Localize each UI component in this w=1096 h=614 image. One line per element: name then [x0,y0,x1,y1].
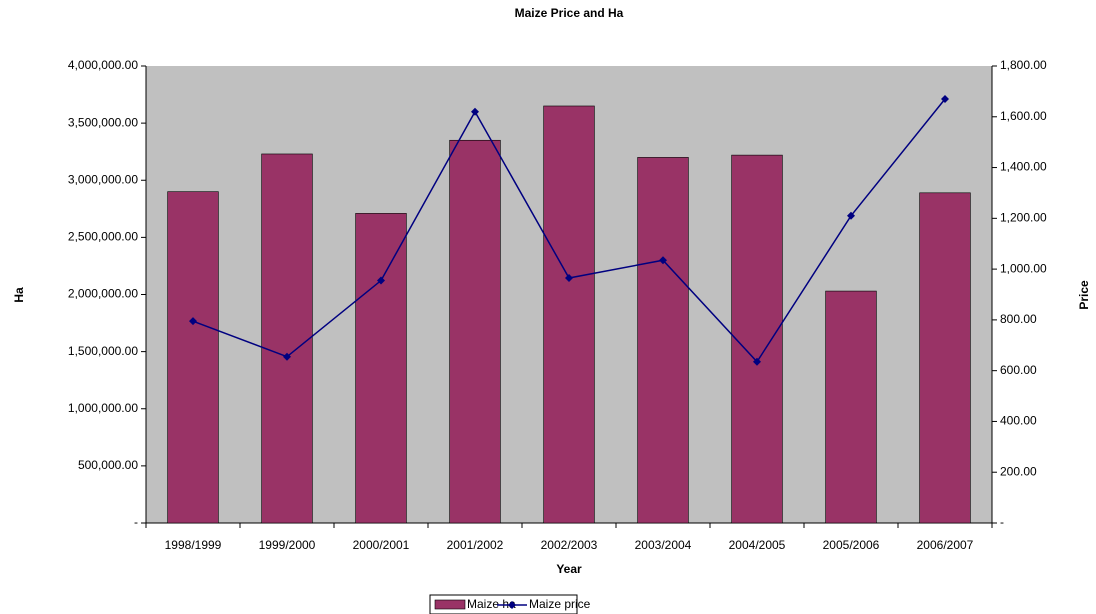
bar [637,157,689,524]
legend-marker [508,601,516,609]
legend-swatch [434,599,466,610]
bar [543,105,595,524]
bar [355,213,407,524]
marker [377,276,385,285]
y2-tick-label: 600.00 [1000,363,1037,377]
x-tick-label: 1999/2000 [259,538,316,552]
y-tick-label: 500,000.00 [78,458,138,472]
y-tick-label: 2,000,000.00 [68,287,138,301]
x-tick-label: 2003/2004 [635,538,692,552]
marker [189,317,197,326]
y2-tick-label: 800.00 [1000,312,1037,326]
y-tick-label: 4,000,000.00 [68,58,138,72]
y-tick-label: 3,000,000.00 [68,172,138,186]
x-tick-label: 2006/2007 [917,538,974,552]
y2-tick-label: 200.00 [1000,464,1037,478]
y-tick-label: 1,000,000.00 [68,401,138,415]
x-tick-label: 2000/2001 [353,538,410,552]
marker [471,107,479,116]
y2-tick-label: 400.00 [1000,414,1037,428]
x-tick-label: 2004/2005 [729,538,786,552]
x-tick-label: 2005/2006 [823,538,880,552]
y-tick-label: 1,500,000.00 [68,344,138,358]
y-tick-label: - [134,515,138,529]
x-tick-label: 2001/2002 [447,538,504,552]
marker [565,273,573,282]
y2-tick-label: 1,000.00 [1000,261,1047,275]
x-tick-label: 2002/2003 [541,538,598,552]
legend-label: Maize ha [467,597,516,611]
y2-tick-label: 1,600.00 [1000,109,1047,123]
y-tick-label: 3,500,000.00 [68,115,138,129]
bar [919,192,971,524]
legend-label: Maize price [529,597,591,611]
y2-tick-label: - [1000,515,1004,529]
chart-title: Maize Price and Ha [515,6,624,20]
x-tick-label: 1998/1999 [165,538,222,552]
bar [449,139,501,524]
marker [659,256,667,265]
bar [731,154,783,524]
marker [941,95,949,104]
bar [825,290,877,524]
y-tick-label: 2,500,000.00 [68,230,138,244]
x-axis-label: Year [556,562,582,576]
y2-axis-label: Price [1077,280,1091,310]
marker [847,211,855,220]
bar [261,153,313,524]
y2-tick-label: 1,400.00 [1000,160,1047,174]
y2-tick-label: 1,200.00 [1000,211,1047,225]
marker [283,352,291,361]
bar [167,191,219,524]
y-axis-label: Ha [12,287,26,303]
y2-tick-label: 1,800.00 [1000,58,1047,72]
marker [753,357,761,366]
